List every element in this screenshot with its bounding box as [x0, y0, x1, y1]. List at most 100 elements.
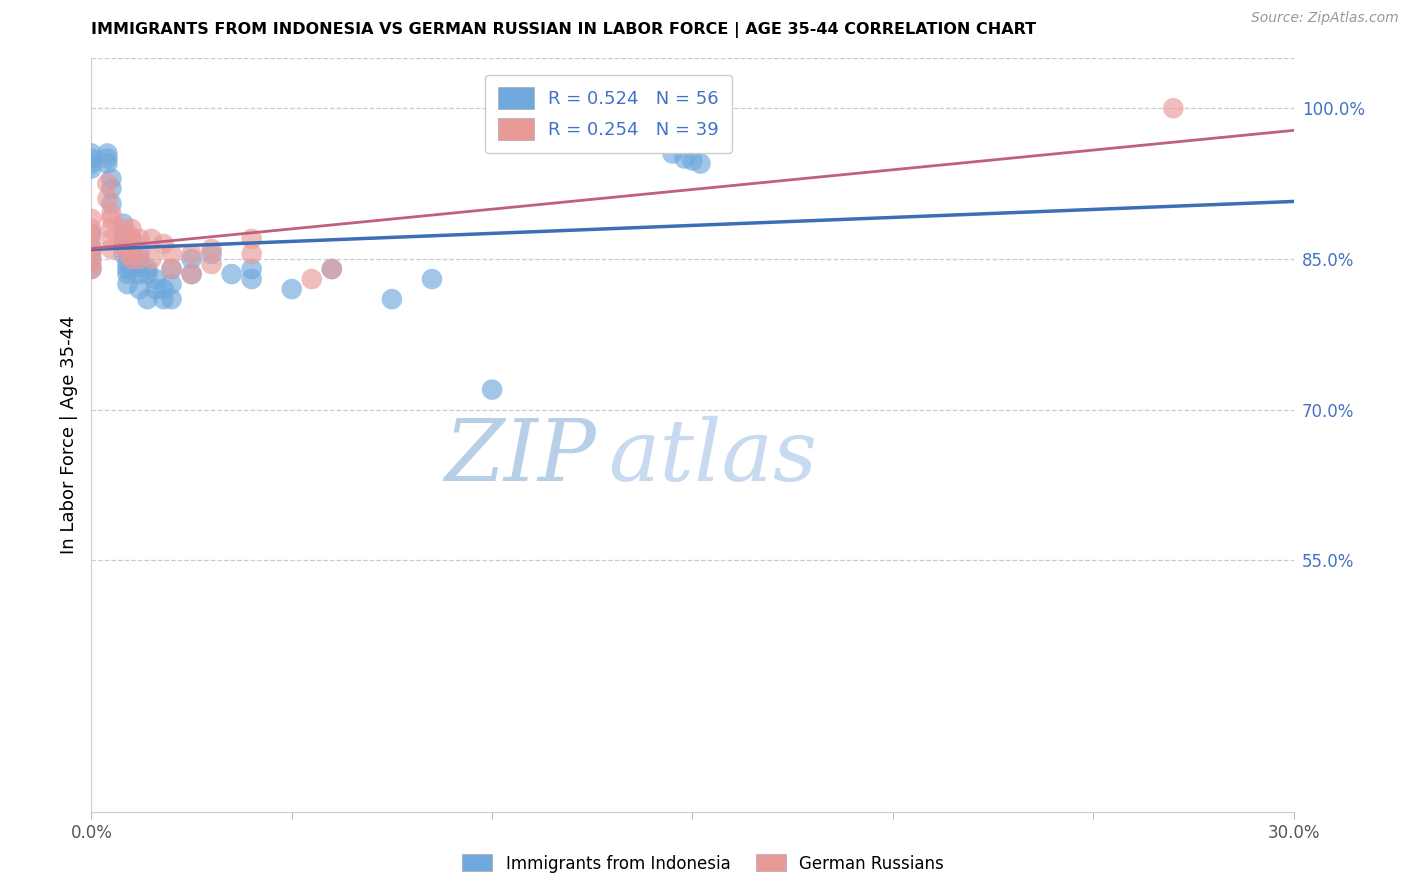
Point — [136, 262, 159, 277]
Point — [96, 156, 118, 170]
Point — [152, 282, 174, 296]
Point — [80, 262, 103, 277]
Point — [201, 242, 224, 256]
Text: atlas: atlas — [609, 417, 817, 499]
Point — [128, 282, 150, 296]
Point — [80, 242, 103, 256]
Point — [80, 146, 103, 161]
Point — [128, 232, 150, 246]
Point — [301, 272, 323, 286]
Point — [673, 152, 696, 166]
Point — [152, 236, 174, 251]
Point — [420, 272, 443, 286]
Text: Source: ZipAtlas.com: Source: ZipAtlas.com — [1251, 11, 1399, 25]
Legend: Immigrants from Indonesia, German Russians: Immigrants from Indonesia, German Russia… — [456, 847, 950, 880]
Point — [381, 292, 404, 306]
Text: ZIP: ZIP — [444, 417, 596, 499]
Point — [96, 146, 118, 161]
Point — [117, 247, 139, 261]
Point — [136, 292, 159, 306]
Point — [121, 232, 143, 246]
Point — [100, 222, 122, 236]
Point — [117, 267, 139, 281]
Point — [80, 242, 103, 256]
Point — [321, 262, 343, 277]
Point — [100, 211, 122, 226]
Point — [100, 171, 122, 186]
Point — [117, 227, 139, 241]
Point — [180, 247, 202, 261]
Point — [80, 222, 103, 236]
Point — [128, 257, 150, 271]
Point — [281, 282, 304, 296]
Point — [141, 252, 163, 266]
Legend: R = 0.524   N = 56, R = 0.254   N = 39: R = 0.524 N = 56, R = 0.254 N = 39 — [485, 75, 731, 153]
Point — [481, 383, 503, 397]
Point — [100, 207, 122, 221]
Point — [121, 222, 143, 236]
Point — [100, 181, 122, 195]
Point — [321, 262, 343, 277]
Point — [201, 257, 224, 271]
Point — [180, 267, 202, 281]
Point — [240, 272, 263, 286]
Point — [145, 272, 167, 286]
Point — [80, 211, 103, 226]
Point — [80, 227, 103, 241]
Point — [160, 277, 183, 292]
Point — [112, 236, 135, 251]
Point — [112, 247, 135, 261]
Point — [100, 196, 122, 211]
Point — [128, 247, 150, 261]
Point — [221, 267, 243, 281]
Point — [160, 262, 183, 277]
Point — [80, 227, 103, 241]
Point — [1163, 101, 1185, 115]
Point — [152, 292, 174, 306]
Point — [128, 267, 150, 281]
Point — [160, 262, 183, 277]
Point — [80, 161, 103, 176]
Point — [117, 242, 139, 256]
Point — [112, 236, 135, 251]
Point — [117, 257, 139, 271]
Point — [117, 247, 139, 261]
Point — [96, 177, 118, 191]
Point — [180, 252, 202, 266]
Point — [80, 156, 103, 170]
Point — [112, 222, 135, 236]
Point — [112, 227, 135, 241]
Point — [121, 232, 143, 246]
Point — [661, 146, 683, 161]
Point — [121, 242, 143, 256]
Point — [145, 282, 167, 296]
Point — [117, 277, 139, 292]
Point — [112, 217, 135, 231]
Point — [80, 247, 103, 261]
Point — [80, 252, 103, 266]
Point — [100, 242, 122, 256]
Point — [80, 236, 103, 251]
Point — [80, 257, 103, 271]
Point — [681, 153, 703, 168]
Point — [80, 152, 103, 166]
Point — [121, 242, 143, 256]
Point — [240, 262, 263, 277]
Y-axis label: In Labor Force | Age 35-44: In Labor Force | Age 35-44 — [59, 316, 77, 554]
Point — [96, 192, 118, 206]
Point — [160, 247, 183, 261]
Point — [180, 267, 202, 281]
Point — [100, 232, 122, 246]
Point — [128, 252, 150, 266]
Point — [96, 152, 118, 166]
Point — [121, 252, 143, 266]
Point — [240, 247, 263, 261]
Point — [141, 232, 163, 246]
Point — [689, 156, 711, 170]
Point — [117, 262, 139, 277]
Point — [121, 252, 143, 266]
Point — [160, 292, 183, 306]
Point — [201, 247, 224, 261]
Point — [240, 232, 263, 246]
Text: IMMIGRANTS FROM INDONESIA VS GERMAN RUSSIAN IN LABOR FORCE | AGE 35-44 CORRELATI: IMMIGRANTS FROM INDONESIA VS GERMAN RUSS… — [91, 22, 1036, 38]
